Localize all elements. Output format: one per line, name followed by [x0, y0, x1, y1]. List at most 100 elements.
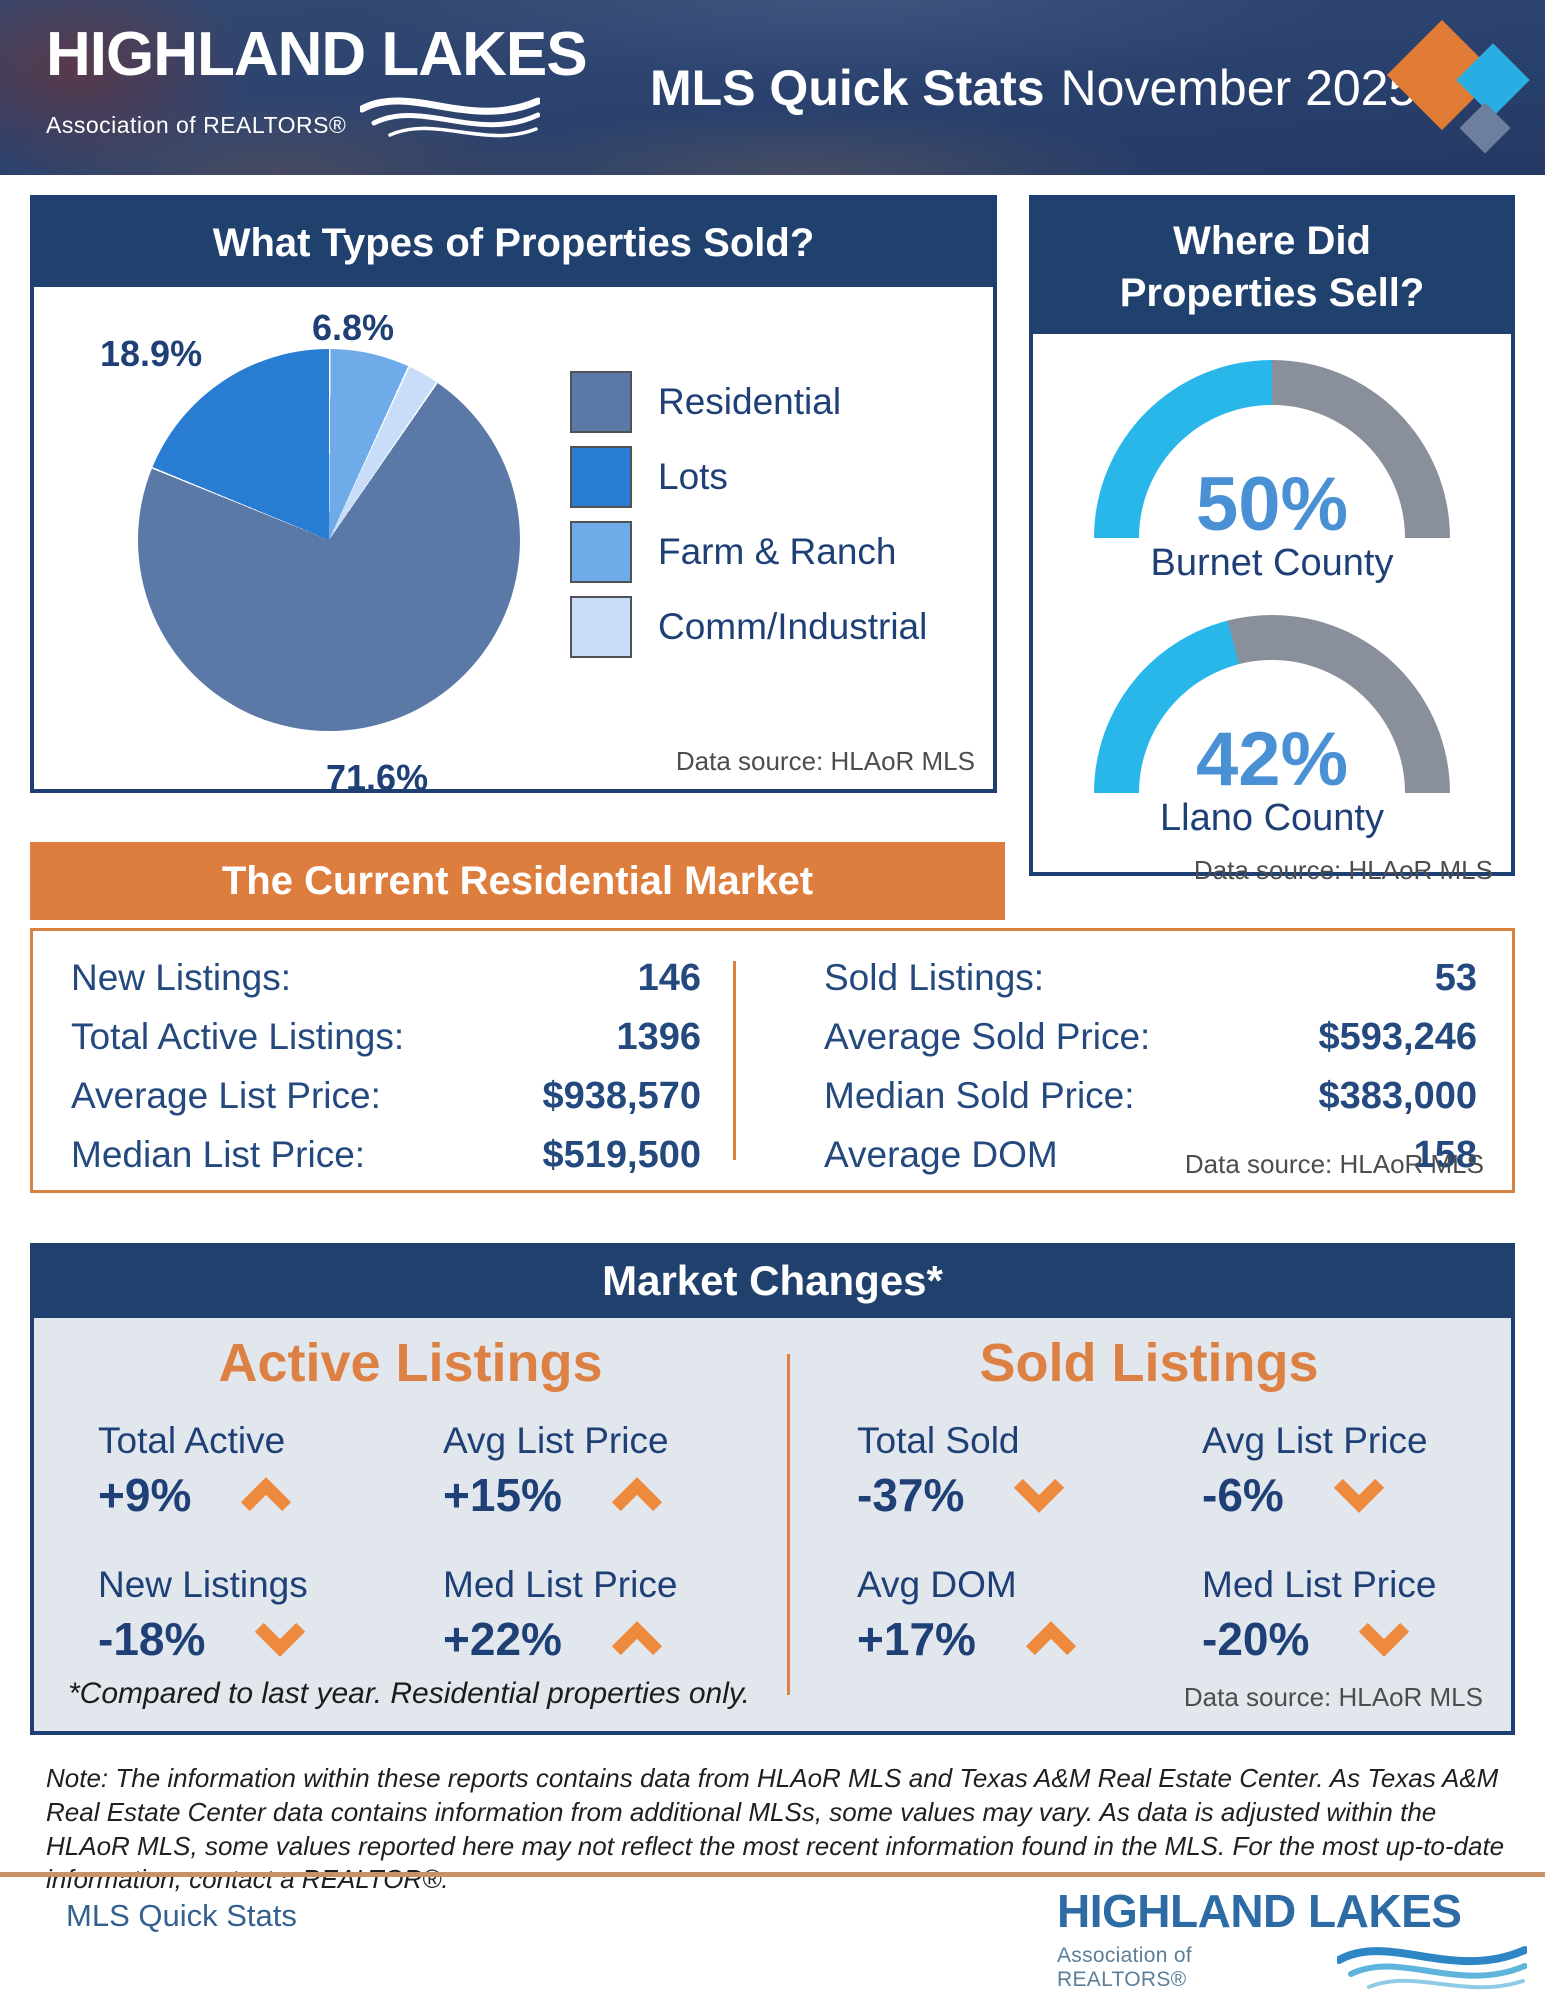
- where-sold-card: Where Did Properties Sell? 50% Burnet Co…: [1029, 195, 1515, 885]
- stat-value: 53: [1434, 957, 1477, 999]
- trend-arrow-icon: [611, 1477, 663, 1512]
- trend-arrow-icon: [611, 1621, 663, 1656]
- market-changes-panel: Active Listings Total Active +9% Avg Lis…: [30, 1318, 1515, 1735]
- change-label: New Listings: [98, 1564, 308, 1605]
- pie-label-residential: 71.6%: [326, 757, 429, 798]
- active-listings-heading: Active Listings: [218, 1333, 603, 1393]
- legend-label: Lots: [658, 456, 728, 497]
- where-sold-title-line2: Properties Sell?: [1119, 270, 1425, 315]
- footer-brand-name: HIGHLAND LAKES: [1057, 1885, 1462, 1937]
- brand-logo: HIGHLAND LAKES Association of REALTORS®: [46, 20, 588, 139]
- stat-label: Median List Price:: [71, 1134, 366, 1175]
- stat-label: Average Sold Price:: [824, 1016, 1151, 1057]
- burnet-county-gauge: 50%: [1094, 360, 1450, 538]
- brand-subtitle: Association of REALTORS®: [46, 112, 347, 139]
- stat-row-med-sold-price: Median Sold Price: $383,000: [824, 1075, 1477, 1118]
- market-changes-title: Market Changes*: [30, 1243, 1515, 1318]
- change-value: +9%: [98, 1469, 192, 1521]
- residential-market-title: The Current Residential Market: [30, 842, 1005, 920]
- burnet-county-label: Burnet County: [1150, 542, 1394, 584]
- change-item-med-list-price-sold: Med List Price -20%: [1202, 1564, 1511, 1666]
- farm-ranch-swatch: [570, 521, 632, 583]
- change-value: -18%: [98, 1613, 206, 1665]
- sold-listings-section: Sold Listings Total Sold -37% Avg List P…: [787, 1318, 1511, 1731]
- pie-data-source: Data source: HLAoR MLS: [675, 746, 975, 776]
- page-title: MLS Quick Stats November 2025: [650, 0, 1416, 175]
- where-sold-title-line1: Where Did: [1173, 218, 1371, 263]
- stat-value: $383,000: [1318, 1075, 1478, 1117]
- stats-divider: [733, 961, 736, 1160]
- stat-row-avg-sold-price: Average Sold Price: $593,246: [824, 1016, 1477, 1059]
- property-types-pie-chart: [138, 349, 520, 731]
- legend-label: Farm & Ranch: [658, 531, 897, 572]
- change-item-new-listings: New Listings -18%: [98, 1564, 443, 1666]
- wave-icon: [1337, 1946, 1527, 1990]
- llano-county-gauge: 42%: [1094, 615, 1450, 793]
- footer-brand-logo: HIGHLAND LAKES Association of REALTORS®: [1057, 1884, 1527, 1992]
- page-header: HIGHLAND LAKES Association of REALTORS® …: [0, 0, 1545, 175]
- stats-data-source: Data source: HLAoR MLS: [1184, 1149, 1484, 1179]
- llano-county-label: Llano County: [1160, 797, 1384, 839]
- change-value: -20%: [1202, 1613, 1310, 1665]
- changes-divider: [787, 1354, 790, 1695]
- trend-arrow-icon: [1333, 1478, 1384, 1513]
- lots-swatch: [570, 446, 632, 508]
- stat-value: $593,246: [1318, 1016, 1478, 1058]
- burnet-county-percent: 50%: [1195, 462, 1349, 538]
- change-label: Avg List Price: [1202, 1420, 1428, 1461]
- diamond-logo-icon: [1381, 12, 1531, 157]
- footer-divider: [0, 1872, 1545, 1877]
- pie-label-farm-ranch: 6.8%: [312, 307, 395, 348]
- change-label: Avg DOM: [857, 1564, 1017, 1605]
- stat-value: 146: [637, 957, 701, 999]
- change-label: Total Sold: [857, 1420, 1020, 1461]
- change-label: Med List Price: [443, 1564, 678, 1605]
- llano-county-percent: 42%: [1195, 717, 1349, 793]
- changes-data-source: Data source: HLAoR MLS: [1183, 1682, 1483, 1712]
- change-value: +22%: [443, 1613, 562, 1665]
- legend-item-residential: Residential: [570, 371, 927, 433]
- pie-label-lots: 18.9%: [100, 333, 203, 374]
- change-label: Med List Price: [1202, 1564, 1437, 1605]
- trend-arrow-icon: [255, 1622, 306, 1657]
- changes-footnote: *Compared to last year. Residential prop…: [68, 1677, 751, 1710]
- legend-item-lots: Lots: [570, 446, 927, 508]
- legend-item-farm-ranch: Farm & Ranch: [570, 521, 927, 583]
- legend-item-comm-industrial: Comm/Industrial: [570, 596, 927, 658]
- stat-label: Average DOM: [824, 1134, 1058, 1175]
- stat-value: 158: [1413, 1134, 1477, 1176]
- property-types-card: What Types of Properties Sold? 6.8% 18.9…: [30, 195, 997, 798]
- trend-arrow-icon: [1025, 1621, 1077, 1656]
- residential-market-stats: New Listings: 146 Total Active Listings:…: [30, 928, 1515, 1193]
- footer-page-label: MLS Quick Stats: [66, 1898, 297, 1933]
- change-value: -37%: [857, 1469, 965, 1521]
- legend-label: Comm/Industrial: [658, 606, 928, 647]
- stat-row-avg-dom: Average DOM 158: [824, 1134, 1477, 1177]
- stat-value: $938,570: [542, 1075, 702, 1117]
- stat-label: Sold Listings:: [824, 957, 1045, 998]
- change-label: Total Active: [98, 1420, 286, 1461]
- legend-label: Residential: [658, 381, 842, 422]
- page-title-period: November 2025: [1060, 59, 1417, 116]
- listing-stats-column: New Listings: 146 Total Active Listings:…: [33, 931, 733, 1190]
- trend-arrow-icon: [1359, 1622, 1410, 1657]
- property-types-title: What Types of Properties Sold?: [34, 199, 993, 287]
- change-item-total-sold: Total Sold -37%: [857, 1420, 1202, 1522]
- change-item-med-list-price-active: Med List Price +22%: [443, 1564, 787, 1666]
- brand-name: HIGHLAND LAKES: [46, 20, 588, 89]
- page-title-main: MLS Quick Stats: [650, 59, 1045, 116]
- stat-label: Average List Price:: [71, 1075, 381, 1116]
- disclaimer-note: Note: The information within these repor…: [46, 1763, 1505, 1895]
- stat-row-new-listings: New Listings: 146: [71, 957, 701, 1000]
- trend-arrow-icon: [1014, 1478, 1065, 1513]
- stat-row-avg-list-price: Average List Price: $938,570: [71, 1075, 701, 1118]
- change-value: +17%: [857, 1613, 976, 1665]
- footer-brand-subtitle: Association of REALTORS®: [1057, 1944, 1192, 1991]
- stat-row-sold-listings: Sold Listings: 53: [824, 957, 1477, 1000]
- stat-value: 1396: [616, 1016, 701, 1058]
- change-item-avg-list-price-active: Avg List Price +15%: [443, 1420, 787, 1522]
- gray-diamond-icon: [1459, 102, 1511, 154]
- stat-row-med-list-price: Median List Price: $519,500: [71, 1134, 701, 1177]
- trend-arrow-icon: [241, 1477, 292, 1512]
- active-listings-section: Active Listings Total Active +9% Avg Lis…: [34, 1318, 787, 1731]
